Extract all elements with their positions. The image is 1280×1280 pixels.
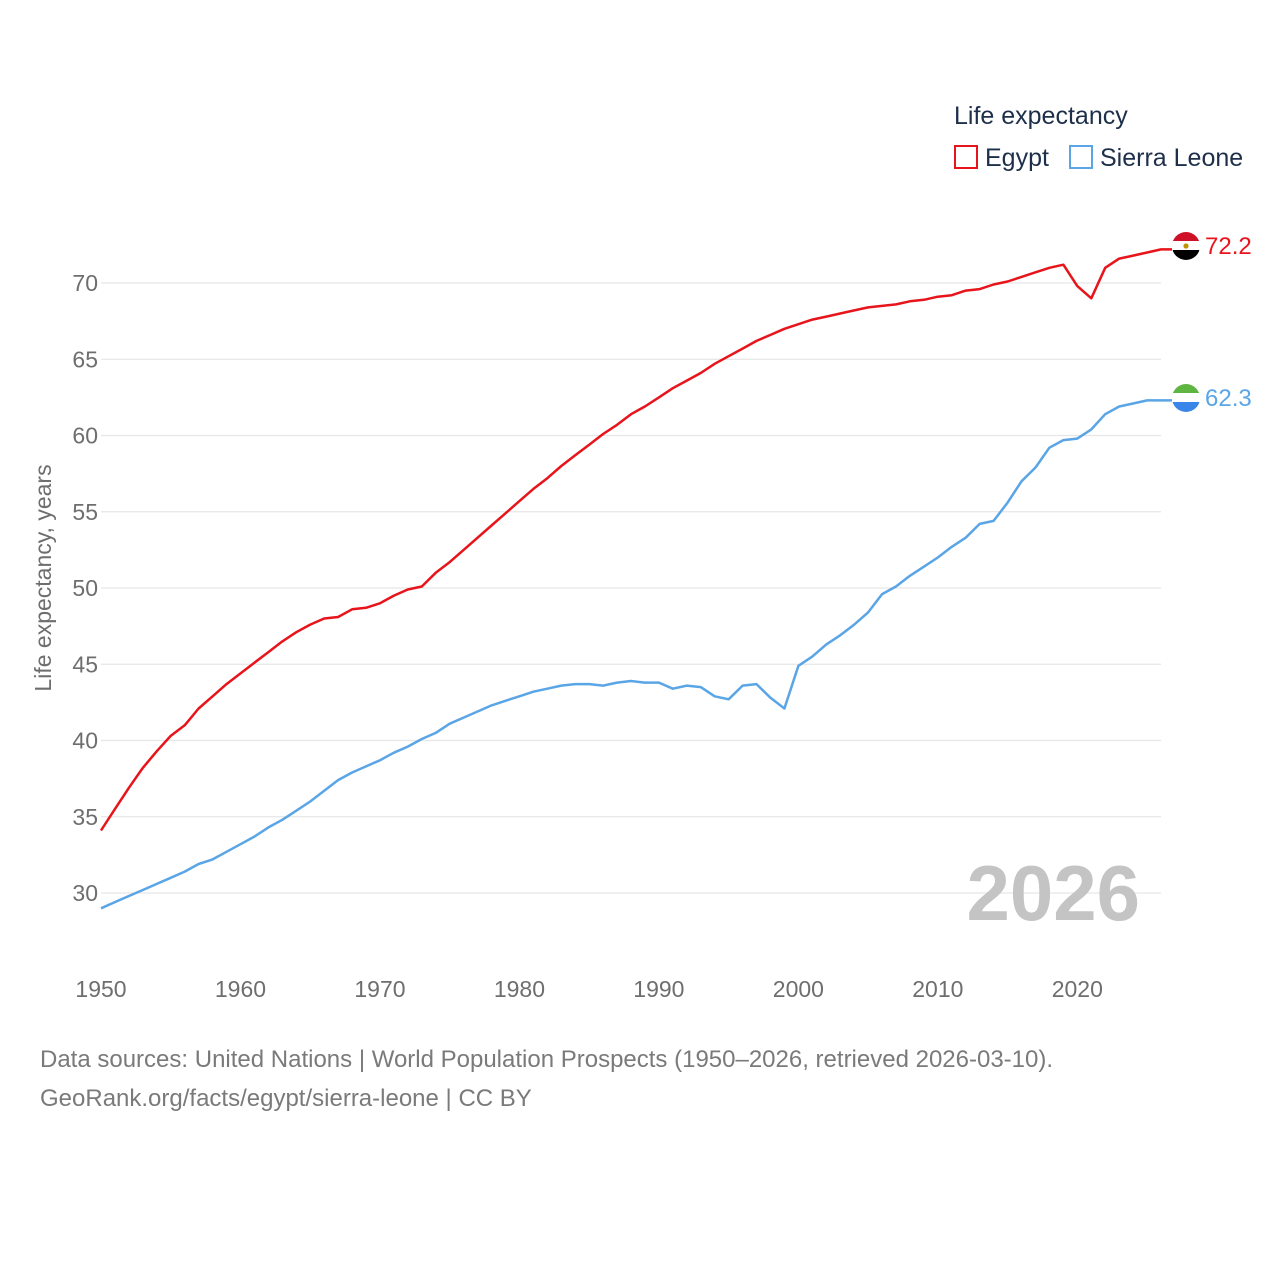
y-tick-40: 40 xyxy=(72,728,98,754)
y-tick-55: 55 xyxy=(72,499,98,525)
x-tick-1980: 1980 xyxy=(494,976,545,1002)
legend-title: Life expectancy xyxy=(954,102,1128,130)
y-tick-35: 35 xyxy=(72,804,98,830)
x-tick-1960: 1960 xyxy=(215,976,266,1002)
y-axis-label: Life expectancy, years xyxy=(30,464,56,691)
x-tick-1950: 1950 xyxy=(75,976,126,1002)
y-tick-70: 70 xyxy=(72,270,98,296)
legend-item-egypt[interactable]: Egypt xyxy=(954,144,1049,172)
series-line-sierra-leone[interactable] xyxy=(100,399,1172,910)
end-value-sierra-leone: 62.3 xyxy=(1205,385,1252,412)
x-tick-2010: 2010 xyxy=(912,976,963,1002)
legend-label-sierra-leone: Sierra Leone xyxy=(1100,144,1243,172)
sierra-leone-flag-icon xyxy=(1172,384,1200,412)
x-tick-1990: 1990 xyxy=(633,976,684,1002)
x-axis-ticks: 1950 1960 1970 1980 1990 2000 2010 2020 xyxy=(75,976,1102,1002)
gridlines xyxy=(101,282,1161,894)
legend-swatch-sierra-leone xyxy=(1069,145,1093,169)
x-tick-1970: 1970 xyxy=(354,976,405,1002)
legend-swatch-egypt xyxy=(954,145,978,169)
y-tick-50: 50 xyxy=(72,575,98,601)
source-line-2[interactable]: GeoRank.org/facts/egypt/sierra-leone | C… xyxy=(40,1085,532,1112)
series-line-egypt[interactable] xyxy=(99,248,1172,832)
egypt-flag-icon xyxy=(1172,232,1200,260)
y-axis-ticks: 30 35 40 45 50 55 60 65 70 xyxy=(72,270,98,906)
x-tick-2000: 2000 xyxy=(773,976,824,1002)
end-value-egypt: 72.2 xyxy=(1205,233,1252,260)
year-label: 2026 xyxy=(966,849,1140,937)
y-tick-65: 65 xyxy=(72,346,98,372)
source-line-1: Data sources: United Nations | World Pop… xyxy=(40,1046,1054,1073)
x-tick-2020: 2020 xyxy=(1052,976,1103,1002)
y-tick-45: 45 xyxy=(72,651,98,677)
series-lines xyxy=(99,248,1172,910)
y-tick-30: 30 xyxy=(72,880,98,906)
legend-item-sierra-leone[interactable]: Sierra Leone xyxy=(1069,144,1243,172)
source-note: Data sources: United Nations | World Pop… xyxy=(40,1040,1260,1118)
legend-label-egypt: Egypt xyxy=(985,144,1049,172)
y-tick-60: 60 xyxy=(72,423,98,449)
